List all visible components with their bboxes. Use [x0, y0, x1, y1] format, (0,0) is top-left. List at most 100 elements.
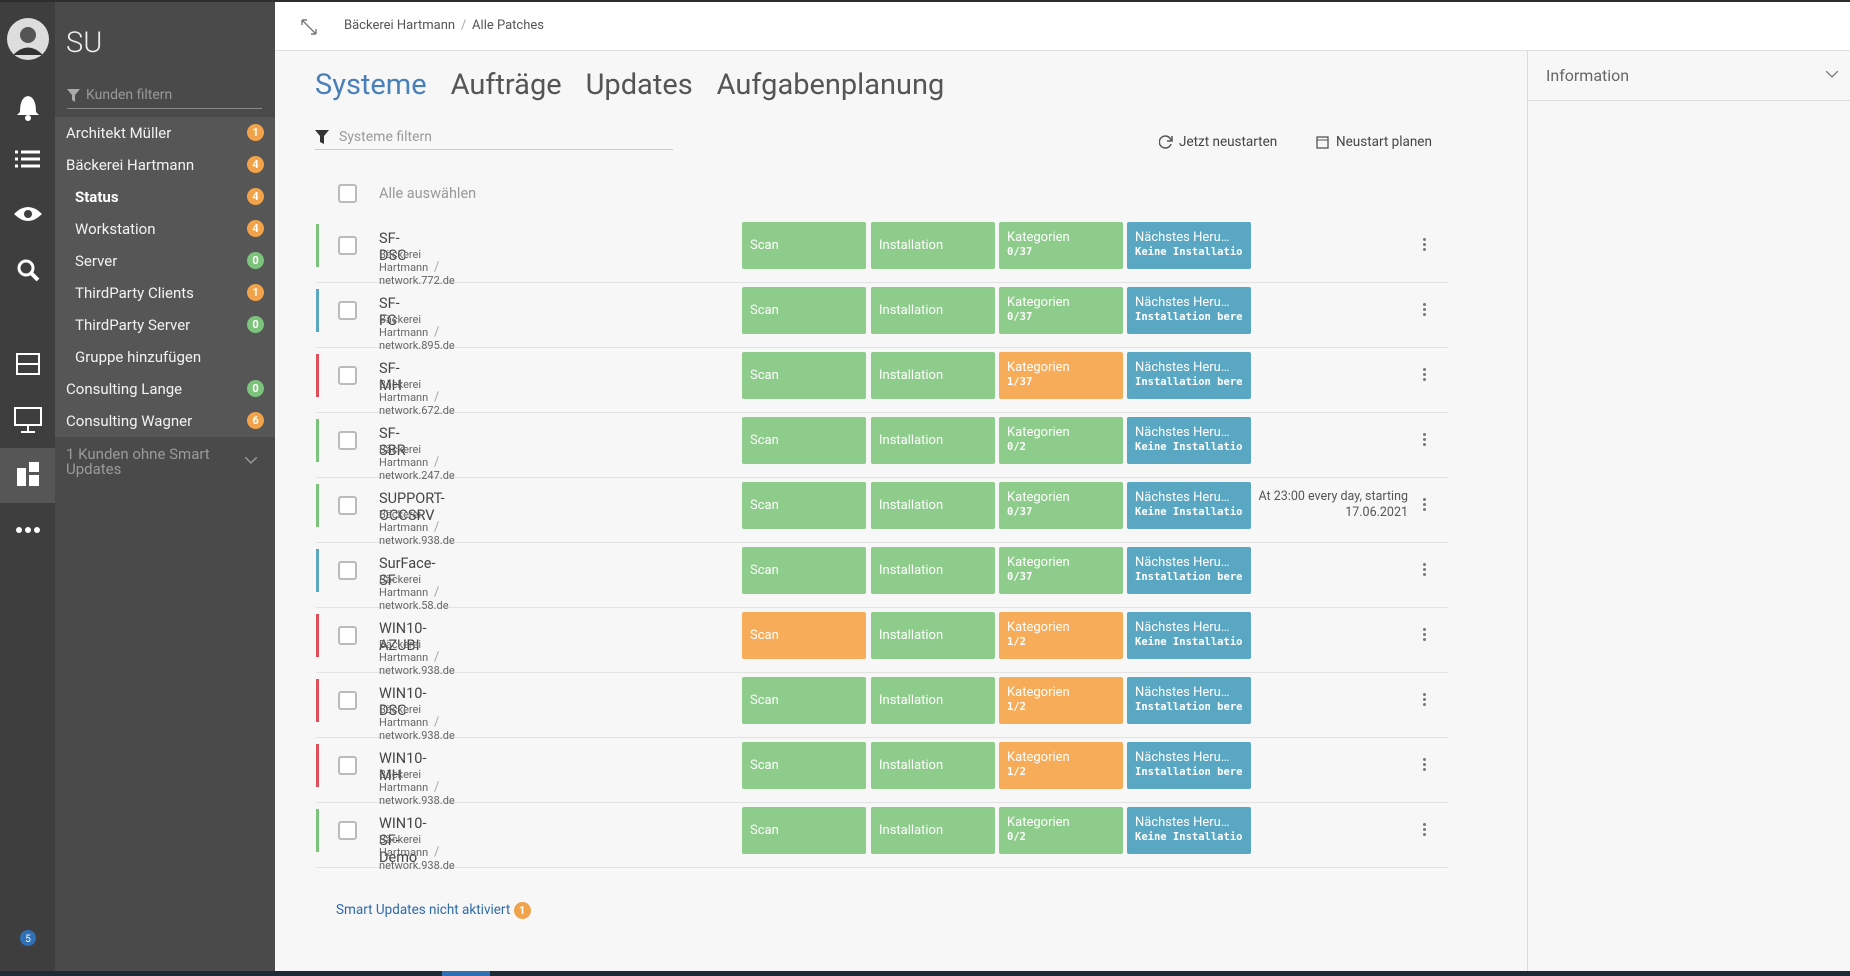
status-tile[interactable]: Installation — [871, 222, 995, 269]
system-row[interactable] — [316, 543, 1448, 608]
status-tile[interactable]: Scan — [742, 677, 866, 724]
status-tile[interactable]: Installation — [871, 482, 995, 529]
row-checkbox[interactable] — [338, 366, 357, 385]
info-header[interactable]: Information — [1528, 51, 1850, 101]
row-menu[interactable] — [1423, 368, 1427, 383]
system-row[interactable] — [316, 283, 1448, 348]
status-tile[interactable]: Kategorien 0/37 — [999, 482, 1123, 529]
system-row[interactable] — [316, 348, 1448, 413]
tab[interactable]: Updates — [585, 68, 693, 102]
restart-now[interactable]: Jetzt neustarten — [1159, 134, 1277, 150]
row-menu[interactable] — [1423, 823, 1427, 838]
status-tile[interactable]: Nächstes Heru…Installation bereit — [1127, 287, 1251, 334]
row-menu[interactable] — [1423, 693, 1427, 708]
status-tile[interactable]: Nächstes Heru… Keine Installation — [1127, 417, 1251, 464]
customers-without-smart-updates[interactable]: 1 Kunden ohne Smart Updates — [66, 445, 210, 478]
system-row[interactable] — [316, 738, 1448, 803]
status-tile[interactable]: Installation — [871, 677, 995, 724]
customer-item[interactable]: Server 0 — [55, 245, 275, 277]
system-row[interactable] — [316, 218, 1448, 283]
row-checkbox[interactable] — [338, 301, 357, 320]
customer-item[interactable]: Consulting Wagner 6 — [55, 405, 275, 437]
row-menu[interactable] — [1423, 238, 1427, 253]
row-checkbox[interactable] — [338, 626, 357, 645]
status-tile[interactable]: Kategorien 0/2 — [999, 417, 1123, 464]
row-menu[interactable] — [1423, 303, 1427, 318]
row-menu[interactable] — [1423, 758, 1427, 773]
row-checkbox[interactable] — [338, 431, 357, 450]
status-tile[interactable]: Nächstes Heru… Keine Installation — [1127, 612, 1251, 659]
row-menu[interactable] — [1423, 498, 1427, 513]
row-checkbox[interactable] — [338, 821, 357, 840]
status-tile[interactable]: Installation — [871, 547, 995, 594]
row-checkbox[interactable] — [338, 756, 357, 775]
system-filter[interactable]: Systeme filtern — [315, 126, 673, 150]
status-tile[interactable]: Installation — [871, 352, 995, 399]
status-tile[interactable]: Scan — [742, 612, 866, 659]
customer-badge: 0 — [247, 316, 264, 333]
tile-detail: 0/37 — [1007, 506, 1033, 518]
row-checkbox[interactable] — [338, 561, 357, 580]
status-tile[interactable]: Installation — [871, 287, 995, 334]
customer-item[interactable]: Gruppe hinzufügen — [55, 341, 275, 373]
schedule-restart[interactable]: Neustart planen — [1316, 134, 1432, 150]
status-tile[interactable]: Scan — [742, 742, 866, 789]
schedule: At 23:00 every day, starting 17.06.2021 — [1258, 489, 1409, 520]
status-tile[interactable]: Kategorien 1/2 — [999, 677, 1123, 724]
status-tile[interactable]: Kategorien 0/2 — [999, 807, 1123, 854]
customer-item[interactable]: Bäckerei Hartmann 4 — [55, 149, 275, 181]
status-tile[interactable]: Scan — [742, 287, 866, 334]
status-tile[interactable]: Scan — [742, 352, 866, 399]
row-checkbox[interactable] — [338, 236, 357, 255]
status-tile[interactable]: Installation — [871, 612, 995, 659]
tile-label: Scan — [750, 498, 779, 513]
customer-filter[interactable]: Kunden filtern — [67, 82, 262, 109]
status-tile[interactable]: Kategorien 1/2 — [999, 612, 1123, 659]
status-tile[interactable]: Kategorien 1/2 — [999, 742, 1123, 789]
status-tile[interactable]: Scan — [742, 482, 866, 529]
row-checkbox[interactable] — [338, 691, 357, 710]
status-tile[interactable]: Nächstes Heru… Keine Installation — [1127, 482, 1251, 529]
tab[interactable]: Aufträge — [450, 68, 562, 102]
breadcrumb-item[interactable]: Bäckerei Hartmann — [344, 18, 456, 33]
status-tile[interactable]: Kategorien 0/37 — [999, 287, 1123, 334]
customer-item[interactable]: Consulting Lange 0 — [55, 373, 275, 405]
system-row[interactable] — [316, 673, 1448, 738]
customer-item[interactable]: ThirdParty Server 0 — [55, 309, 275, 341]
tab[interactable]: Systeme — [315, 68, 427, 102]
tile-label: Kategorien — [1007, 555, 1070, 570]
customer-item[interactable]: Architekt Müller 1 — [55, 117, 275, 149]
status-tile[interactable]: Nächstes Heru… Keine Installation — [1127, 807, 1251, 854]
status-tile[interactable]: Nächstes Heru…Installation bereit — [1127, 352, 1251, 399]
customer-item[interactable]: Workstation 4 — [55, 213, 275, 245]
tile-label: Installation — [879, 238, 944, 253]
customer-item[interactable]: ThirdParty Clients 1 — [55, 277, 275, 309]
row-menu[interactable] — [1423, 628, 1427, 643]
status-tile[interactable]: Nächstes Heru… Keine Installation — [1127, 222, 1251, 269]
status-tile[interactable]: Nächstes Heru…Installation bereit — [1127, 742, 1251, 789]
status-tile[interactable]: Kategorien 0/37 — [999, 222, 1123, 269]
status-tile[interactable]: Installation — [871, 742, 995, 789]
status-tile[interactable]: Kategorien 0/37 — [999, 547, 1123, 594]
system-row[interactable] — [316, 413, 1448, 478]
row-checkbox[interactable] — [338, 496, 357, 515]
status-tile[interactable]: Nächstes Heru…Installation bereit — [1127, 547, 1251, 594]
row-menu[interactable] — [1423, 563, 1427, 578]
status-tile[interactable]: Nächstes Heru…Installation bereit — [1127, 677, 1251, 724]
status-tile[interactable]: Kategorien 1/37 — [999, 352, 1123, 399]
customer-item[interactable]: Status 4 — [55, 181, 275, 213]
select-all-checkbox[interactable] — [338, 184, 357, 203]
footer-link[interactable]: Smart Updates nicht aktiviert 1 — [336, 902, 531, 919]
row-menu[interactable] — [1423, 433, 1427, 448]
status-tile[interactable]: Installation — [871, 417, 995, 464]
status-tile[interactable]: Scan — [742, 807, 866, 854]
status-tile[interactable]: Scan — [742, 222, 866, 269]
status-tile[interactable]: Scan — [742, 547, 866, 594]
tile-label: Scan — [750, 238, 779, 253]
tab[interactable]: Aufgabenplanung — [716, 68, 945, 102]
system-row[interactable] — [316, 803, 1448, 868]
status-tile[interactable]: Scan — [742, 417, 866, 464]
system-row[interactable] — [316, 478, 1448, 543]
system-row[interactable] — [316, 608, 1448, 673]
status-tile[interactable]: Installation — [871, 807, 995, 854]
